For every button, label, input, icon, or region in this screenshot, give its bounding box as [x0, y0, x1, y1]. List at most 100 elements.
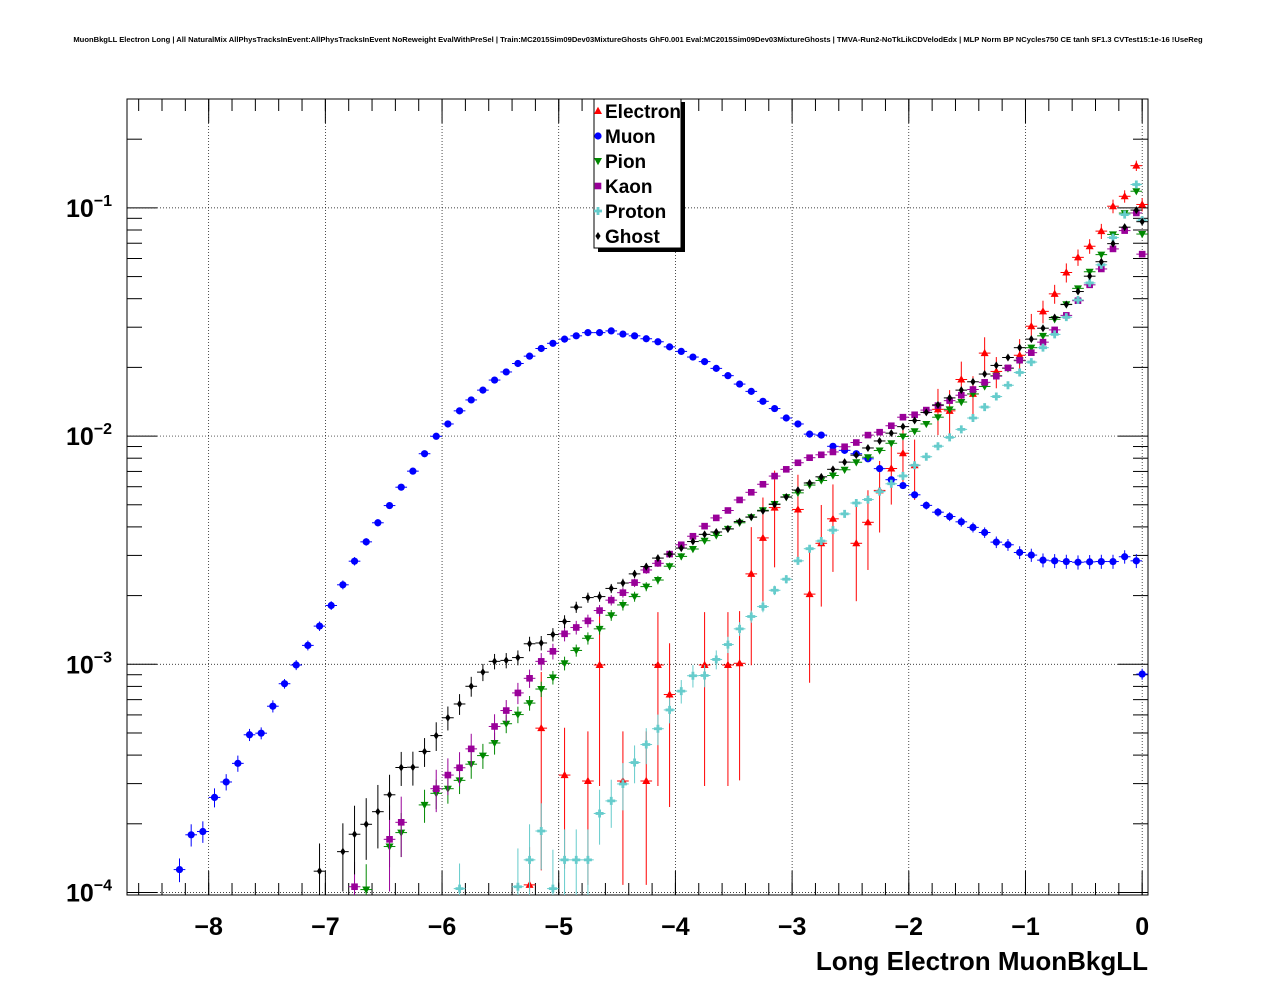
data-point-pion: [898, 433, 907, 441]
data-point-proton: [607, 796, 616, 805]
data-point-kaon: [712, 514, 720, 522]
data-point-muon: [712, 364, 720, 372]
data-point-muon: [771, 404, 779, 413]
data-point-proton: [968, 414, 977, 423]
data-point-ghost: [877, 436, 883, 445]
data-point-ghost: [643, 562, 649, 571]
data-point-pion: [595, 625, 604, 634]
data-point-ghost: [526, 639, 533, 648]
data-point-kaon: [806, 454, 813, 462]
data-point-ghost: [515, 653, 521, 662]
data-point-muon: [420, 450, 429, 458]
data-point-muon: [759, 397, 767, 405]
data-point-pion: [525, 700, 534, 708]
data-point-proton: [513, 882, 522, 891]
data-point-electron: [758, 533, 767, 541]
data-point-muon: [607, 327, 615, 335]
data-point-muon: [887, 476, 895, 484]
data-point-muon: [782, 414, 790, 422]
data-point-muon: [537, 344, 545, 353]
data-point-pion: [922, 420, 931, 429]
data-point-ghost: [737, 517, 743, 526]
data-point-ghost: [713, 527, 719, 536]
data-point-kaon: [759, 480, 767, 488]
data-point-proton: [840, 509, 849, 518]
data-point-pion: [840, 466, 849, 474]
data-point-electron: [957, 375, 966, 383]
data-point-muon: [829, 442, 837, 450]
x-axis-label: Long Electron MuonBkgLL: [816, 946, 1148, 976]
data-point-electron: [1027, 322, 1036, 330]
data-point-kaon: [829, 448, 837, 456]
data-point-ghost: [550, 630, 556, 639]
x-tick-label: −1: [1011, 913, 1040, 941]
data-point-muon: [876, 465, 884, 473]
data-point-ghost: [538, 638, 544, 647]
data-point-proton: [1038, 343, 1047, 352]
data-point-pion: [607, 612, 616, 620]
data-point-kaon: [747, 489, 755, 496]
legend-label: Pion: [605, 152, 646, 173]
data-point-proton: [735, 624, 744, 633]
data-point-ghost: [585, 593, 591, 602]
data-point-pion: [875, 447, 884, 455]
data-point-muon: [1039, 556, 1047, 564]
data-point-muon: [689, 353, 697, 361]
data-point-kaon: [899, 413, 907, 421]
data-point-electron: [642, 776, 651, 785]
data-point-pion: [933, 414, 942, 422]
data-point-pion: [630, 593, 639, 601]
data-point-proton: [1132, 180, 1141, 189]
data-point-muon: [677, 347, 685, 356]
data-point-muon: [479, 386, 487, 394]
data-points: [173, 160, 1148, 895]
data-point-muon: [642, 335, 650, 343]
data-point-muon: [1004, 541, 1012, 549]
data-point-ghost: [340, 847, 346, 856]
data-point-muon: [1016, 548, 1024, 557]
series-electron: [523, 160, 1148, 895]
data-point-proton: [688, 671, 697, 680]
y-tick-label: 10−2: [66, 421, 112, 451]
x-tick-label: −2: [895, 913, 924, 941]
data-point-pion: [1132, 188, 1141, 196]
data-point-muon: [199, 827, 207, 836]
data-point-ghost: [748, 512, 754, 521]
data-point-pion: [957, 399, 966, 407]
data-point-kaon: [561, 630, 568, 638]
data-point-muon: [1062, 557, 1070, 566]
data-point-proton: [560, 855, 569, 864]
data-point-muon: [794, 420, 802, 428]
data-point-proton: [595, 809, 604, 818]
data-point-ghost: [410, 763, 416, 772]
data-point-muon: [1074, 558, 1082, 566]
legend-label: Proton: [605, 202, 666, 223]
data-point-electron: [898, 449, 907, 457]
data-point-ghost: [1087, 272, 1093, 281]
data-point-muon: [444, 420, 452, 428]
data-point-proton: [1003, 381, 1012, 390]
data-point-proton: [782, 575, 791, 584]
data-point-muon: [490, 376, 499, 384]
data-point-proton: [548, 884, 557, 893]
data-point-electron: [1097, 226, 1106, 235]
data-point-pion: [852, 459, 861, 467]
data-point-proton: [1085, 278, 1094, 287]
data-point-proton: [723, 640, 732, 649]
series-muon: [173, 327, 1148, 883]
data-point-kaon: [887, 422, 895, 430]
x-tick-label: −4: [661, 913, 690, 941]
data-point-proton: [747, 612, 756, 621]
data-point-ghost: [1040, 324, 1046, 333]
data-point-muon: [1086, 558, 1094, 566]
data-point-electron: [583, 776, 592, 785]
data-point-pion: [1027, 344, 1036, 352]
data-point-ghost: [701, 530, 708, 539]
data-point-muon: [981, 528, 989, 537]
data-point-proton: [665, 705, 674, 714]
data-point-proton: [1120, 210, 1129, 219]
data-point-muon: [187, 831, 195, 839]
y-tick-label: 10−1: [66, 193, 112, 223]
data-point-kaon: [351, 883, 358, 891]
data-point-muon: [934, 508, 942, 516]
